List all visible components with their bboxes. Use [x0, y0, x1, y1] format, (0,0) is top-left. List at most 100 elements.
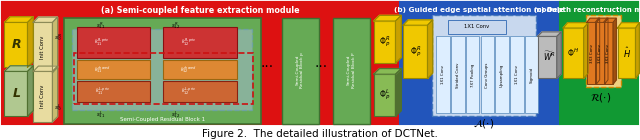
Polygon shape — [604, 18, 616, 22]
Text: $s_{12}^R$: $s_{12}^R$ — [172, 20, 180, 31]
Bar — [604, 22, 613, 84]
Polygon shape — [557, 32, 561, 78]
Polygon shape — [374, 69, 401, 74]
Bar — [163, 80, 237, 102]
Polygon shape — [28, 66, 33, 116]
Text: Conv Groups: Conv Groups — [485, 62, 490, 88]
Polygon shape — [396, 69, 401, 116]
Text: R: R — [12, 38, 22, 51]
Bar — [77, 27, 150, 58]
Text: 3X3 Conv: 3X3 Conv — [589, 44, 594, 63]
Polygon shape — [403, 20, 433, 25]
Bar — [432, 15, 536, 116]
Bar — [587, 22, 596, 84]
Polygon shape — [595, 18, 608, 22]
Text: Init Conv: Init Conv — [40, 85, 45, 108]
Text: $s_0^R$: $s_0^R$ — [54, 32, 62, 43]
Text: Semi-Coupled Residual Block 1: Semi-Coupled Residual Block 1 — [120, 117, 205, 122]
Bar — [466, 36, 479, 113]
Bar — [586, 15, 621, 87]
Bar — [2, 2, 399, 124]
Bar — [451, 36, 465, 113]
Text: $\Phi_P^R$: $\Phi_P^R$ — [379, 34, 390, 49]
Text: $\widetilde{W}^R$: $\widetilde{W}^R$ — [543, 50, 556, 63]
Bar — [374, 21, 396, 63]
Text: $k_{12}^{R,priv}$: $k_{12}^{R,priv}$ — [181, 37, 196, 48]
Text: $\Phi^H$: $\Phi^H$ — [568, 46, 579, 59]
Bar — [400, 2, 559, 18]
Text: $k_{11}^{shared}$: $k_{11}^{shared}$ — [94, 64, 111, 75]
Text: $\hat{H}$: $\hat{H}$ — [623, 45, 630, 60]
Text: Init Conv: Init Conv — [40, 36, 45, 59]
Bar — [4, 19, 397, 123]
Bar — [495, 36, 509, 113]
Bar — [282, 18, 319, 124]
Text: $k_{12}^{shared}$: $k_{12}^{shared}$ — [180, 64, 197, 75]
Text: ···: ··· — [261, 60, 274, 74]
Bar — [333, 18, 370, 124]
Text: (c) Depth reconstruction module: (c) Depth reconstruction module — [534, 7, 640, 13]
Bar — [77, 80, 150, 102]
Text: Figure 2.  The detailed illustration of DCTNet.: Figure 2. The detailed illustration of D… — [202, 129, 438, 139]
Polygon shape — [584, 23, 588, 78]
Polygon shape — [563, 23, 588, 28]
Bar — [525, 36, 538, 113]
Text: $s_{12}^L$: $s_{12}^L$ — [172, 109, 180, 120]
Polygon shape — [636, 23, 639, 78]
Text: L: L — [13, 87, 20, 100]
Polygon shape — [4, 66, 33, 71]
Text: 1X1 Conv: 1X1 Conv — [441, 66, 445, 84]
Text: $\Phi_P^L$: $\Phi_P^L$ — [379, 87, 390, 102]
Text: $s_{11}^L$: $s_{11}^L$ — [97, 109, 106, 120]
Bar — [595, 22, 605, 84]
Text: $\mathcal{A}(\cdot)$: $\mathcal{A}(\cdot)$ — [472, 117, 494, 130]
Bar — [163, 60, 237, 79]
Bar — [481, 36, 494, 113]
Text: $s_{11}^R$: $s_{11}^R$ — [97, 20, 106, 31]
Text: Sigmoid: Sigmoid — [529, 67, 534, 83]
Bar — [64, 18, 261, 124]
Bar — [562, 19, 636, 123]
Polygon shape — [52, 17, 58, 73]
Text: 1X1 Conv: 1X1 Conv — [515, 66, 519, 84]
Text: ···: ··· — [315, 60, 328, 74]
Polygon shape — [613, 18, 616, 84]
Bar — [163, 27, 237, 58]
Bar — [33, 22, 52, 73]
Bar — [374, 74, 396, 116]
Bar — [72, 29, 252, 110]
Text: $k_{11}^{R,priv}$: $k_{11}^{R,priv}$ — [95, 37, 110, 48]
Bar — [448, 20, 506, 34]
Text: $k_{12}^{L,priv}$: $k_{12}^{L,priv}$ — [181, 85, 196, 97]
Text: $\mathcal{R}(\cdot)$: $\mathcal{R}(\cdot)$ — [589, 91, 611, 104]
Polygon shape — [52, 66, 58, 122]
Polygon shape — [618, 23, 639, 28]
Polygon shape — [4, 17, 33, 22]
Bar — [403, 25, 428, 78]
Bar — [77, 60, 150, 79]
Text: Semi-Coupled
Residual Block p: Semi-Coupled Residual Block p — [296, 52, 305, 88]
Polygon shape — [538, 32, 561, 36]
Bar — [560, 2, 638, 18]
Text: $s_0^L$: $s_0^L$ — [54, 102, 62, 113]
Bar — [74, 52, 253, 104]
Bar — [400, 2, 559, 124]
Bar — [4, 22, 28, 67]
Text: 7X7 Pooling: 7X7 Pooling — [470, 63, 475, 87]
Polygon shape — [28, 17, 33, 67]
Text: Strided Conv: Strided Conv — [456, 62, 460, 88]
Text: (b) Guided edge spatial attention module: (b) Guided edge spatial attention module — [394, 7, 564, 13]
Bar — [436, 36, 450, 113]
Text: $\Phi_P^R$: $\Phi_P^R$ — [410, 44, 421, 59]
Polygon shape — [596, 18, 600, 84]
Polygon shape — [587, 18, 600, 22]
Text: Upsampling: Upsampling — [500, 63, 504, 87]
Text: (a) Semi-coupled feature extraction module: (a) Semi-coupled feature extraction modu… — [101, 6, 300, 15]
Polygon shape — [605, 18, 608, 84]
Polygon shape — [374, 15, 401, 21]
Text: 3X3 Conv: 3X3 Conv — [606, 44, 611, 63]
Text: 1X1 Conv: 1X1 Conv — [464, 24, 490, 29]
Polygon shape — [428, 20, 433, 78]
Bar — [4, 71, 28, 116]
Bar — [33, 71, 52, 122]
